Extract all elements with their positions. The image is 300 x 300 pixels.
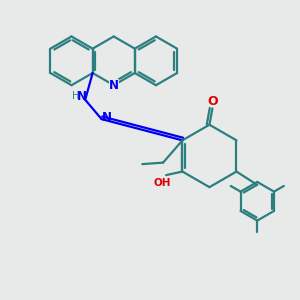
Text: N: N: [109, 79, 119, 92]
Text: H: H: [72, 91, 80, 101]
Text: N: N: [76, 90, 87, 103]
Text: O: O: [208, 95, 218, 108]
Text: OH: OH: [154, 178, 171, 188]
Text: N: N: [102, 111, 112, 124]
